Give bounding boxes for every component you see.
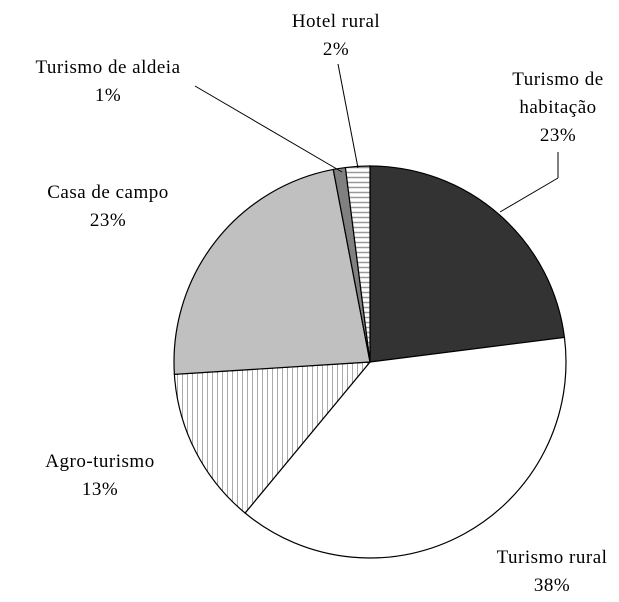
leader-line [499, 177, 559, 213]
value-label: 23% [539, 125, 577, 146]
value-label: 1% [94, 85, 122, 106]
category-label: Turismo de aldeia [35, 57, 181, 78]
slice-label: Casa de campo 23% [47, 179, 169, 235]
slice-label: Agro-turismo 13% [45, 448, 154, 504]
category-label: Hotel rural [291, 11, 381, 32]
category-label: Turismo rural [496, 547, 608, 568]
value-label: 23% [89, 210, 127, 231]
pie-slice [173, 168, 371, 375]
slice-label: Turismo de aldeia 1% [35, 54, 180, 110]
category-label: Agro-turismo [45, 451, 155, 472]
category-label: Casa de campo [47, 182, 169, 203]
pie-slice [369, 165, 566, 363]
leader-line [337, 63, 359, 169]
leader-lines [194, 63, 559, 213]
pie-slice [173, 361, 372, 514]
slice-label: Hotel rural 2% [292, 8, 380, 64]
value-label: 2% [322, 39, 350, 60]
slice-label: Turismo de habitação 23% [493, 66, 619, 150]
value-label: 38% [533, 575, 571, 596]
slice-label: Turismo rural 38% [497, 544, 608, 600]
pie-slice [244, 336, 567, 559]
category-label: Turismo de habitação [512, 69, 604, 118]
leader-line [194, 85, 343, 173]
value-label: 13% [81, 479, 119, 500]
